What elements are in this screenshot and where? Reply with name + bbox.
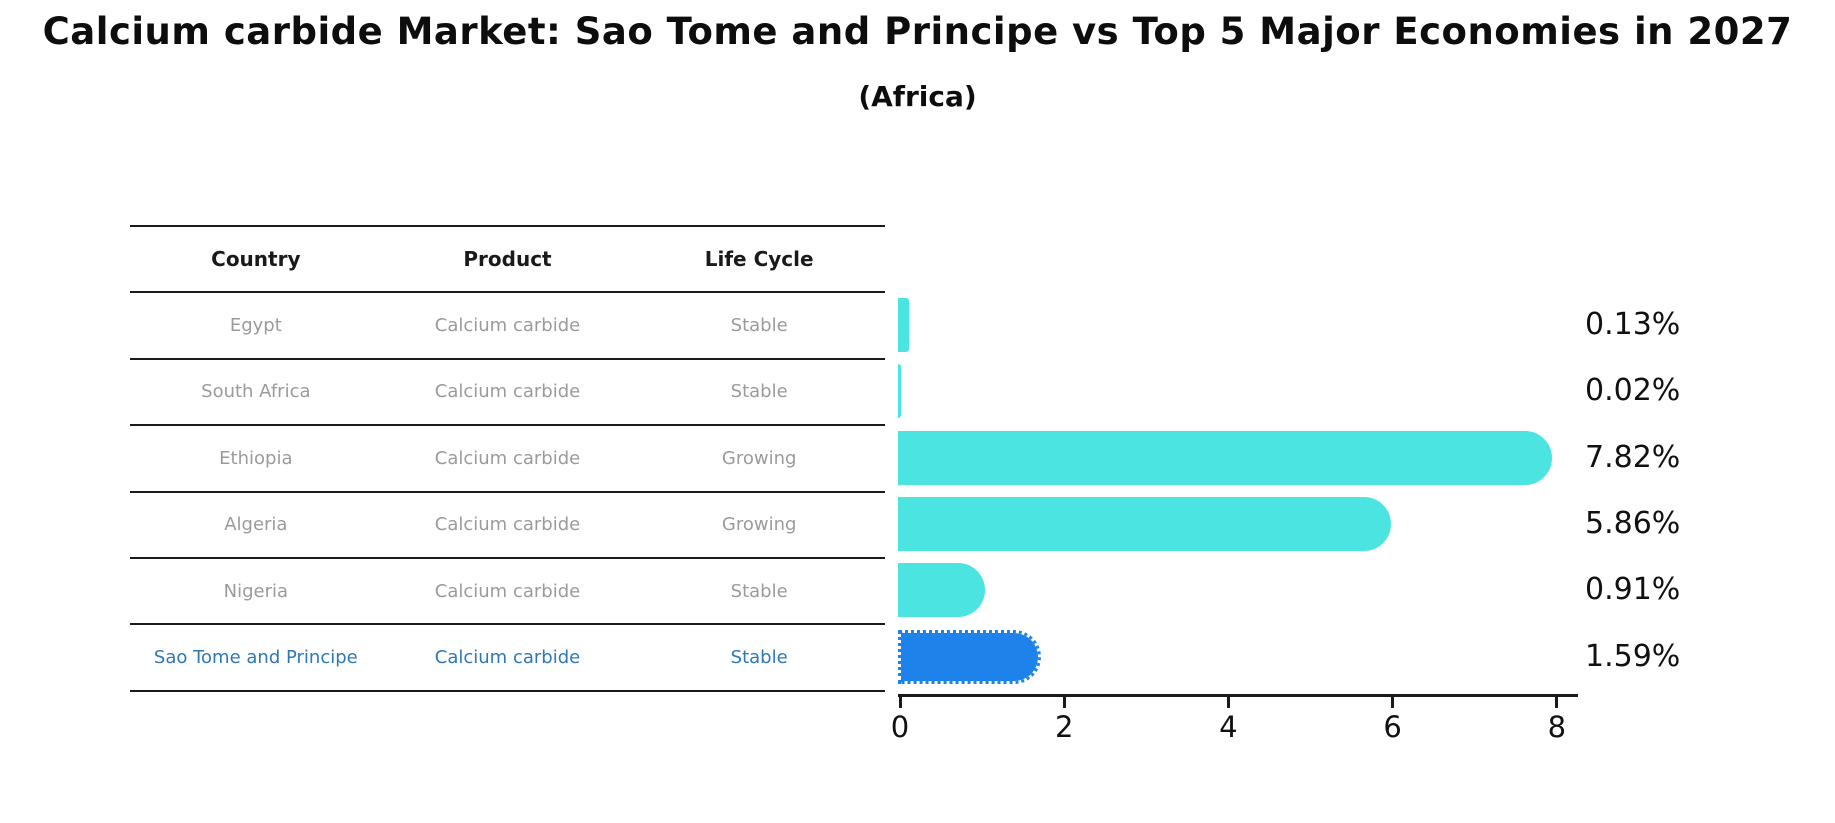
bar [898,496,1392,551]
table-row: South Africa Calcium carbide Stable [130,360,885,427]
x-axis-tick-mark [1062,697,1066,708]
column-header-product: Product [463,247,552,272]
table-header-row: Country Product Life Cycle [130,227,885,294]
life-cycle-cell: Stable [730,315,788,337]
country-table: Country Product Life Cycle Egypt Calcium ca… [130,225,885,692]
bar [898,430,1553,485]
life-cycle-cell: Growing [721,447,797,469]
bar-value-label: 1.59% [1585,638,1681,674]
x-axis-tick-label: 6 [1383,710,1402,744]
life-cycle-cell: Stable [730,381,788,403]
life-cycle-cell: Stable [730,580,788,602]
country-cell: South Africa [201,381,311,403]
product-cell: Calcium carbide [434,514,581,536]
life-cycle-cell: Growing [721,514,797,536]
x-axis-tick-label: 8 [1547,710,1567,744]
table-row: Algeria Calcium carbide Growing [130,493,885,559]
country-cell: Egypt [229,315,282,337]
life-cycle-cell: Stable [730,647,788,669]
country-cell: Algeria [224,514,288,536]
table-row: Ethiopia Calcium carbide Growing [130,426,885,493]
product-cell: Calcium carbide [434,315,581,337]
product-cell: Calcium carbide [434,381,581,403]
column-header-country: Country [211,247,301,272]
country-cell: Ethiopia [219,447,293,469]
table-row: Sao Tome and Principe Calcium carbide Stab… [130,625,885,692]
x-axis-tick-label: 4 [1219,710,1238,744]
x-axis-tick-label: 0 [890,710,910,744]
bar [898,563,985,618]
country-cell: Nigeria [223,580,289,602]
x-axis-tick-label: 2 [1054,710,1074,744]
chart-subtitle: (Africa) [858,80,977,113]
bar [898,298,909,352]
x-axis-line [898,694,1578,697]
bar-value-label: 7.82% [1585,439,1681,475]
product-cell: Calcium carbide [434,447,581,469]
chart-title: Calcium carbide Market: Sao Tome and Pri… [42,10,1793,53]
highlight-bar [898,629,1041,684]
table-row: Egypt Calcium carbide Stable [130,293,885,360]
x-axis-tick-mark [1391,697,1395,708]
bar-value-label: 0.13% [1585,307,1681,342]
bar [898,364,901,419]
product-cell: Calcium carbide [434,580,581,602]
column-header-life-cycle: Life Cycle [704,247,814,272]
x-axis-tick-mark [1555,697,1559,708]
x-axis-tick-mark [1226,697,1230,708]
table-row: Nigeria Calcium carbide Stable [130,559,885,626]
bar-value-label: 5.86% [1585,505,1681,541]
country-cell: Sao Tome and Principe [153,647,358,669]
x-axis-tick-mark [898,697,902,708]
product-cell: Calcium carbide [434,647,581,669]
bar-value-label: 0.91% [1585,572,1681,608]
bar-value-label: 0.02% [1585,373,1681,409]
